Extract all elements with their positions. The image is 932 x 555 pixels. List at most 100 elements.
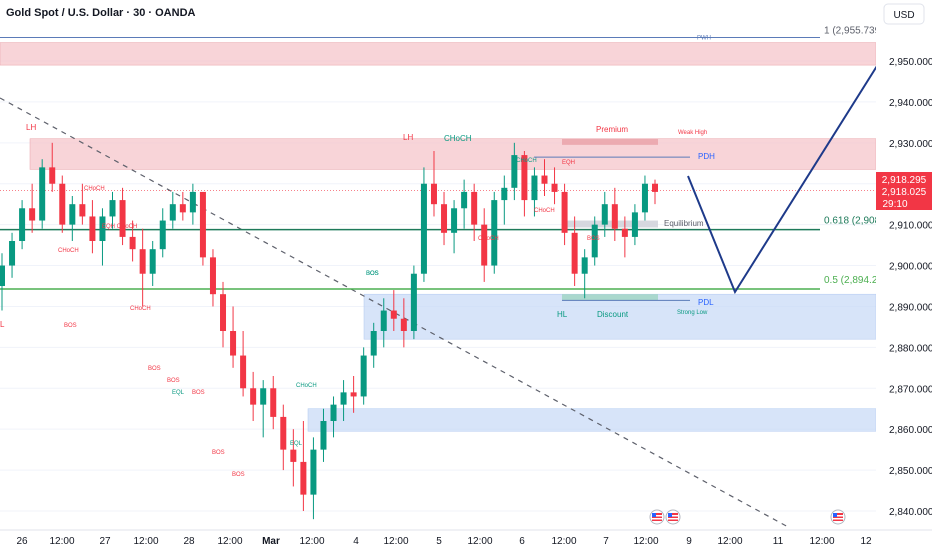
candle-body [280, 416, 287, 450]
candle-body [179, 204, 186, 213]
levels: 1 (2,955.739) 0.618 (2,908.771) 0.5 (2,894… [0, 26, 903, 301]
candle-body [541, 175, 548, 184]
candle-body [189, 191, 196, 213]
supply-zone [29, 138, 877, 170]
price-tick-label: 2,850.000 [889, 466, 932, 477]
candle-body [99, 216, 106, 241]
price-tick-label: 2,900.000 [889, 262, 932, 273]
time-tick-label: 11 [773, 536, 784, 547]
candle-body [491, 200, 498, 266]
candle-body [290, 449, 297, 462]
currency-button-frame[interactable] [883, 3, 925, 25]
equilibrium-box [562, 220, 658, 228]
time-tick-label: 12:00 [49, 536, 74, 547]
candle-body [240, 355, 247, 389]
candle-body [0, 265, 5, 286]
current-price-tag: 2,918.295 2,918.025 29:10 [876, 172, 932, 210]
candle-body [631, 212, 638, 237]
pdh-label: PDH [698, 152, 715, 161]
us-flag-icon[interactable] [665, 509, 681, 525]
time-tick-label: 12:00 [633, 536, 658, 547]
price-tick-label: 2,910.000 [889, 221, 932, 232]
bos-label: BOS [366, 271, 379, 277]
candle-body [310, 449, 317, 495]
candle-body [420, 183, 427, 274]
candle-body [260, 388, 267, 405]
candle-body [49, 167, 56, 184]
choch-label: EQH CHoCH [102, 224, 137, 230]
us-flag-icon[interactable] [649, 509, 665, 525]
candle-body [159, 220, 166, 250]
candle-body [169, 204, 176, 221]
price-tick-label: 2,890.000 [889, 302, 932, 313]
candle-body [601, 204, 608, 225]
candle-body [400, 318, 407, 331]
time-tick-label: 12:00 [717, 536, 742, 547]
discount-label: Discount [597, 310, 629, 319]
price-tick-label: 2,840.000 [889, 507, 932, 518]
l-label: L [0, 320, 5, 329]
time-tick-label: 4 [353, 536, 359, 547]
candle-body [501, 187, 508, 201]
candle-body [220, 294, 227, 331]
time-tick-label: 27 [99, 536, 111, 547]
fib-label: 0.5 (2,894.263) [824, 275, 892, 286]
currency-button[interactable]: USD [883, 3, 925, 25]
candle-body [511, 155, 518, 188]
candle-body [481, 224, 488, 266]
price-tick-label: 2,930.000 [889, 139, 932, 150]
candle-body [29, 208, 36, 221]
time-tick-label: 7 [603, 536, 609, 547]
candle-body [59, 183, 66, 225]
candle-body [270, 388, 277, 417]
hl-label: HL [557, 310, 568, 319]
prev-price-label: 2,918.025 [882, 187, 927, 198]
bos-label: BOS [167, 378, 180, 384]
time-tick-label: 12:00 [299, 536, 324, 547]
currency-button-label[interactable]: USD [893, 10, 914, 21]
candle-body [521, 155, 528, 201]
price-tick-label: 2,950.000 [889, 57, 932, 68]
countdown-label: 29:10 [882, 199, 907, 210]
time-tick-label: 12 [860, 536, 872, 547]
candle-body [230, 331, 237, 356]
fib-label: 1 (2,955.739) [824, 26, 884, 37]
candle-body [69, 204, 76, 225]
zones [0, 42, 877, 432]
candle-body [250, 388, 257, 405]
candle-body [451, 208, 458, 233]
candle-body [441, 204, 448, 233]
price-axis-bg [876, 0, 932, 530]
candle-body [79, 204, 86, 217]
pdl-label: PDL [698, 298, 714, 307]
bos-label: BOS [64, 323, 77, 329]
fib-label: 0.618 (2,908.771) [824, 216, 903, 227]
candle-body [340, 392, 347, 405]
time-tick-label: 5 [436, 536, 442, 547]
bos-label: BOS [212, 450, 225, 456]
candle-body [119, 200, 126, 237]
candle-body [9, 241, 16, 266]
candle-body [652, 183, 658, 192]
candle-body [370, 331, 377, 356]
candle-body [551, 183, 558, 192]
price-tick-label: 2,940.000 [889, 98, 932, 109]
price-tick-label: 2,860.000 [889, 425, 932, 436]
choch-label: CHoCH [516, 158, 537, 164]
us-flag-icon[interactable] [830, 509, 846, 525]
current-price-label: 2,918.295 [882, 175, 927, 186]
time-tick-label: Mar [262, 536, 280, 547]
candle-body [209, 257, 216, 295]
candle-body [39, 167, 46, 221]
candle-body [109, 200, 116, 217]
candle-body [149, 249, 156, 274]
candle-body [19, 208, 26, 241]
discount-box [562, 294, 658, 301]
annotations: LH BOS CHoCH EQH CHoCH CHoCH CHoCH BOS BOS EQL BO… [0, 36, 715, 478]
candle-body [641, 183, 648, 213]
time-axis-bg [0, 530, 932, 550]
price-tick-label: 2,870.000 [889, 384, 932, 395]
bos-label: BOS [192, 390, 205, 396]
